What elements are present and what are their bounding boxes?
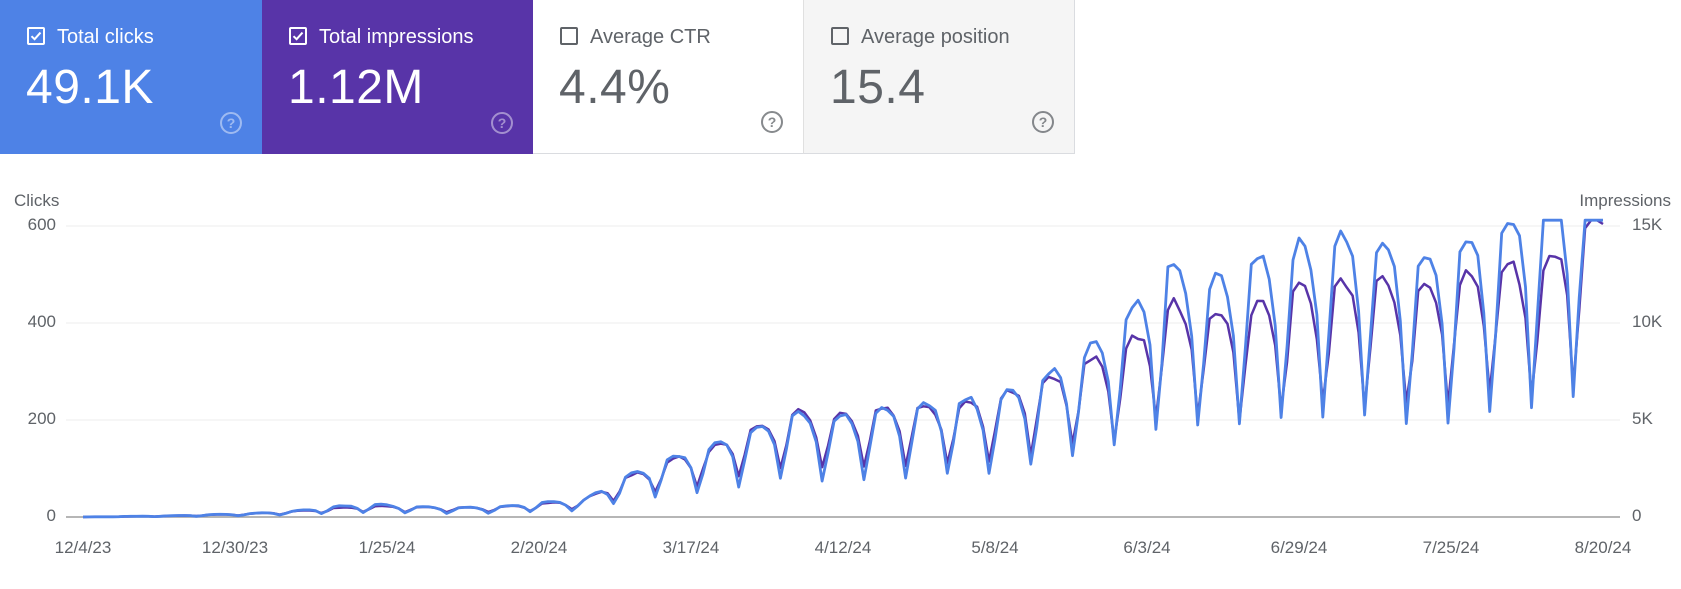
- x-tick: 1/25/24: [358, 538, 416, 557]
- y-tick: 200: [27, 409, 56, 428]
- checkbox-checked-icon[interactable]: [27, 27, 45, 45]
- x-tick: 12/30/23: [201, 538, 269, 557]
- checkbox-checked-icon[interactable]: [289, 27, 307, 45]
- y-tick: 5K: [1632, 409, 1653, 428]
- help-icon[interactable]: ?: [220, 112, 242, 134]
- card-value: 1.12M: [288, 61, 424, 114]
- right-axis-title: Impressions: [1579, 191, 1671, 210]
- y-tick: 600: [27, 215, 56, 234]
- y-tick: 0: [46, 506, 56, 525]
- card-value: 49.1K: [26, 61, 154, 114]
- clicks-series-line[interactable]: [82, 218, 1603, 519]
- x-tick: 6/3/24: [1123, 538, 1171, 557]
- gridlines: [66, 225, 1620, 421]
- x-tick: 2/20/24: [510, 538, 568, 557]
- x-tick: 12/4/23: [54, 538, 112, 557]
- x-tick: 5/8/24: [971, 538, 1019, 557]
- y-tick: 400: [27, 312, 56, 331]
- left-axis-title: Clicks: [14, 191, 60, 210]
- help-icon[interactable]: ?: [1032, 111, 1054, 133]
- impressions-series-line[interactable]: [82, 218, 1604, 519]
- card-value: 4.4%: [559, 61, 671, 114]
- checkbox-unchecked-icon[interactable]: [560, 27, 578, 45]
- card-label: Average position: [861, 26, 1010, 48]
- x-tick: 6/29/24: [1270, 538, 1328, 557]
- card-value: 15.4: [830, 61, 926, 114]
- x-tick: 8/20/24: [1574, 538, 1632, 557]
- x-tick: 3/17/24: [662, 538, 720, 557]
- metric-cards: Total clicks 49.1K ? Total impressions 1…: [0, 0, 1075, 154]
- help-icon[interactable]: ?: [761, 111, 783, 133]
- x-tick: 4/12/24: [814, 538, 872, 557]
- card-total-impressions[interactable]: Total impressions 1.12M ?: [262, 0, 533, 154]
- card-average-ctr[interactable]: Average CTR 4.4% ?: [533, 0, 804, 154]
- card-average-position[interactable]: Average position 15.4 ?: [804, 0, 1075, 154]
- y-tick: 15K: [1632, 215, 1663, 234]
- checkbox-unchecked-icon[interactable]: [831, 27, 849, 45]
- x-tick: 7/25/24: [1422, 538, 1480, 557]
- y-tick: 0: [1632, 506, 1642, 525]
- y-tick: 10K: [1632, 312, 1663, 331]
- card-total-clicks[interactable]: Total clicks 49.1K ?: [0, 0, 262, 154]
- help-icon[interactable]: ?: [491, 112, 513, 134]
- card-label: Total clicks: [57, 26, 154, 48]
- card-label: Average CTR: [590, 26, 711, 48]
- card-label: Total impressions: [319, 26, 474, 48]
